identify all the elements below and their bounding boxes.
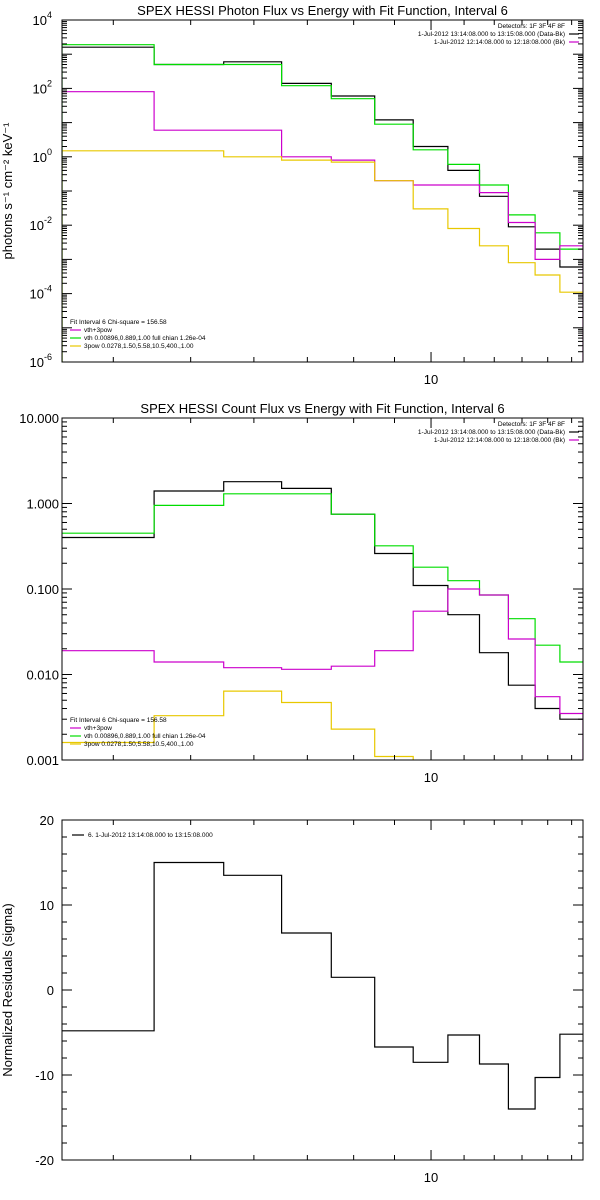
y-tick-exp: 4 (47, 10, 52, 20)
legend-top-entry: 1-Jul-2012 12:14:08.000 to 12:18:08.000 … (434, 437, 565, 444)
series-bk-line (62, 588, 583, 760)
legend-bottom-entry: Fit Interval 6 Chi-square = 156.58 (70, 319, 167, 326)
y-tick-exp: -4 (44, 284, 52, 294)
y-tick-label: 10-2 (30, 215, 52, 233)
plot-frame (61, 819, 584, 1161)
legend-bottom-entry: vth+3pow (84, 327, 112, 334)
y-tick-label: 20 (40, 813, 54, 828)
panel-2: SPEX HESSI Count Flux vs Energy with Fit… (19, 401, 584, 785)
y-tick-base: 10 (30, 287, 44, 302)
legend-bottom-entry: vth+3pow (84, 725, 112, 732)
y-tick-label: 104 (33, 10, 52, 28)
panel-3: 10 20 10 0 -10 -20 Normalized Residuals (sigma… (0, 813, 584, 1185)
legend-top-entry: 1-Jul-2012 13:14:08.000 to 13:15:08.000 … (418, 31, 565, 38)
legend-bottom-entry: vth 0.00896,0.889,1.00 full chian 1.26e-… (84, 733, 206, 740)
plot-frame (61, 19, 584, 363)
y-tick-exp: -6 (44, 352, 52, 362)
legend-top-entry: 1-Jul-2012 12:14:08.000 to 12:18:08.000 … (434, 39, 565, 46)
series-total-line (62, 493, 583, 663)
panel-1: SPEX HESSI Photon Flux vs Energy with Fi… (0, 3, 584, 387)
y-tick-label: 102 (33, 78, 52, 96)
chart-title: SPEX HESSI Count Flux vs Energy with Fit… (140, 401, 504, 416)
y-tick-base: 10 (30, 355, 44, 370)
y-tick-label: 10-4 (30, 284, 52, 302)
y-tick-label: 10 (40, 898, 54, 913)
legend-bottom-entry: 3pow 0.0278,1.50,5.58,10.5,400.,1.00 (84, 741, 194, 748)
series-data-line (62, 861, 583, 1110)
y-tick-exp: 2 (47, 78, 52, 88)
y-tick-base: 10 (33, 13, 47, 28)
y-tick-label: 0.001 (26, 753, 59, 768)
y-tick-label: 0.100 (26, 582, 59, 597)
y-tick-base: 10 (33, 81, 47, 96)
legend-top-entry: Detectors: 1F 3F 4F 8F (498, 23, 565, 30)
legend-top-entry: 6. 1-Jul-2012 13:14:08.000 to 13:15:08.0… (88, 832, 213, 839)
y-tick-label: 0.010 (26, 668, 59, 683)
y-tick-base: 10 (30, 218, 44, 233)
legend-top-entry: Detectors: 1F 3F 4F 8F (498, 421, 565, 428)
legend-top-entry: 1-Jul-2012 13:14:08.000 to 13:15:08.000 … (418, 429, 565, 436)
plot-frame (61, 417, 584, 761)
y-tick-label: 0 (47, 983, 54, 998)
y-tick-label: 10.000 (19, 411, 59, 426)
y-axis-label: Normalized Residuals (sigma) (0, 903, 15, 1076)
y-tick-exp: -2 (44, 215, 52, 225)
y-tick-label: 100 (33, 147, 52, 165)
y-tick-exp: 0 (47, 147, 52, 157)
series-comp-line (62, 150, 583, 362)
legend-bottom-entry: Fit Interval 6 Chi-square = 156.58 (70, 717, 167, 724)
y-tick-label: -10 (35, 1068, 54, 1083)
y-tick-label: -20 (35, 1153, 54, 1168)
x-tick-label: 10 (424, 1170, 438, 1185)
y-tick-base: 10 (33, 150, 47, 165)
x-tick-label: 10 (424, 770, 438, 785)
chart-title: SPEX HESSI Photon Flux vs Energy with Fi… (137, 3, 508, 18)
x-tick-label: 10 (424, 372, 438, 387)
y-tick-label: 1.000 (26, 497, 59, 512)
series-total-line (62, 44, 583, 362)
legend-bottom-entry: vth 0.00896,0.889,1.00 full chian 1.26e-… (84, 335, 206, 342)
legend-bottom-entry: 3pow 0.0278,1.50,5.58,10.5,400.,1.00 (84, 343, 194, 350)
y-tick-label: 10-6 (30, 352, 52, 370)
series-data-line (62, 481, 583, 720)
series-comp-line (62, 690, 414, 760)
y-axis-label: photons s⁻¹ cm⁻² keV⁻¹ (0, 122, 15, 260)
